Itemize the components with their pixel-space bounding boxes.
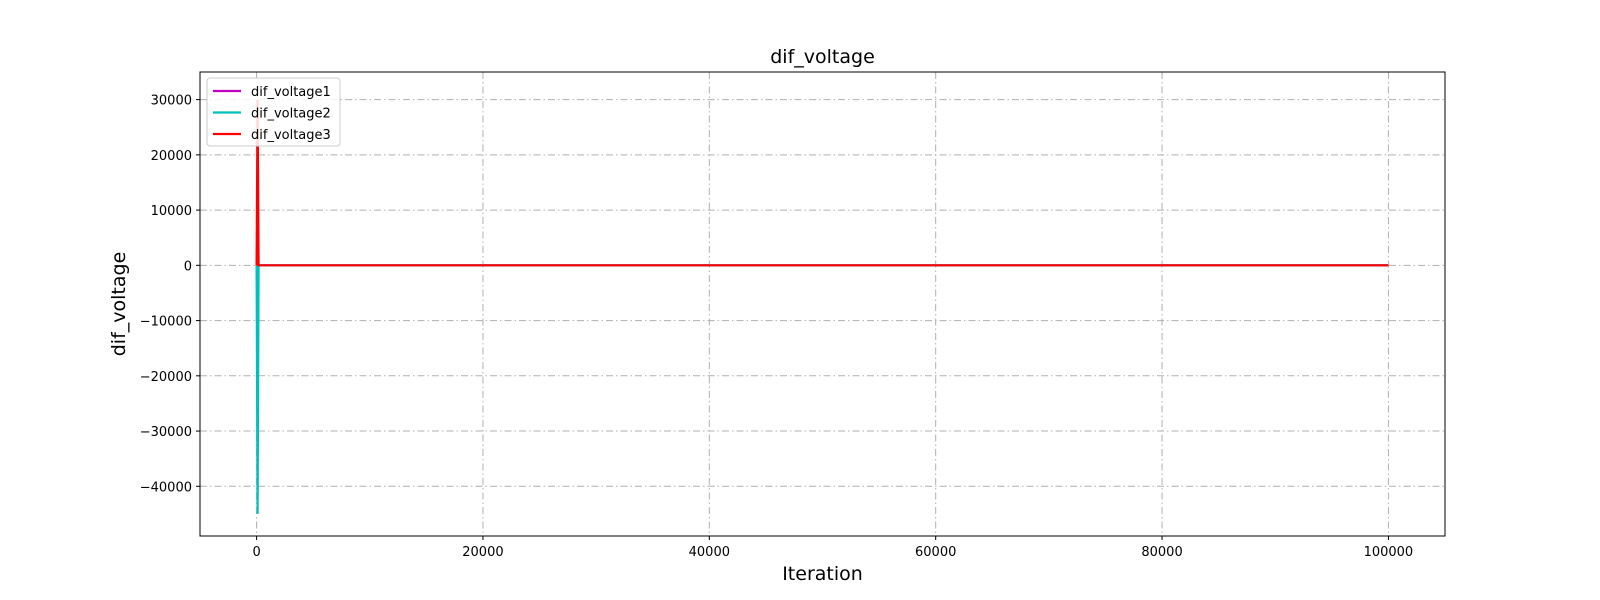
y-tick-label: −40000 <box>140 480 192 495</box>
legend: dif_voltage1 dif_voltage2 dif_voltage3 <box>206 77 341 147</box>
y-tick-label: 0 <box>184 259 192 274</box>
grid <box>200 72 1445 536</box>
y-tick-label: 10000 <box>151 204 192 219</box>
x-tick-label: 80000 <box>1141 545 1182 560</box>
x-tick-label: 40000 <box>689 545 730 560</box>
y-tick-label: −10000 <box>140 315 192 330</box>
chart-title: dif_voltage <box>770 46 875 68</box>
series-line-dif_voltage2 <box>255 264 1389 514</box>
x-tick-label: 60000 <box>915 545 956 560</box>
ticks: 0 20000 40000 60000 80000 100000−40000−30000−… <box>140 94 1413 560</box>
legend-label: dif_voltage2 <box>251 107 331 122</box>
x-tick-label: 20000 <box>462 545 503 560</box>
y-tick-label: 30000 <box>151 94 192 109</box>
x-tick-label: 100000 <box>1364 545 1414 560</box>
y-tick-label: −20000 <box>140 370 192 385</box>
series-lines <box>255 99 1389 514</box>
y-axis-title: dif_voltage <box>108 252 130 357</box>
x-axis-title: Iteration <box>782 563 863 585</box>
y-tick-label: −30000 <box>140 425 192 440</box>
series-line-dif_voltage3 <box>255 99 1389 267</box>
plot-frame <box>199 71 1446 537</box>
x-tick-label: 0 <box>252 545 260 560</box>
legend-box <box>206 77 341 147</box>
legend-label: dif_voltage1 <box>251 85 331 100</box>
y-tick-label: 20000 <box>151 149 192 164</box>
legend-label: dif_voltage3 <box>251 128 331 143</box>
